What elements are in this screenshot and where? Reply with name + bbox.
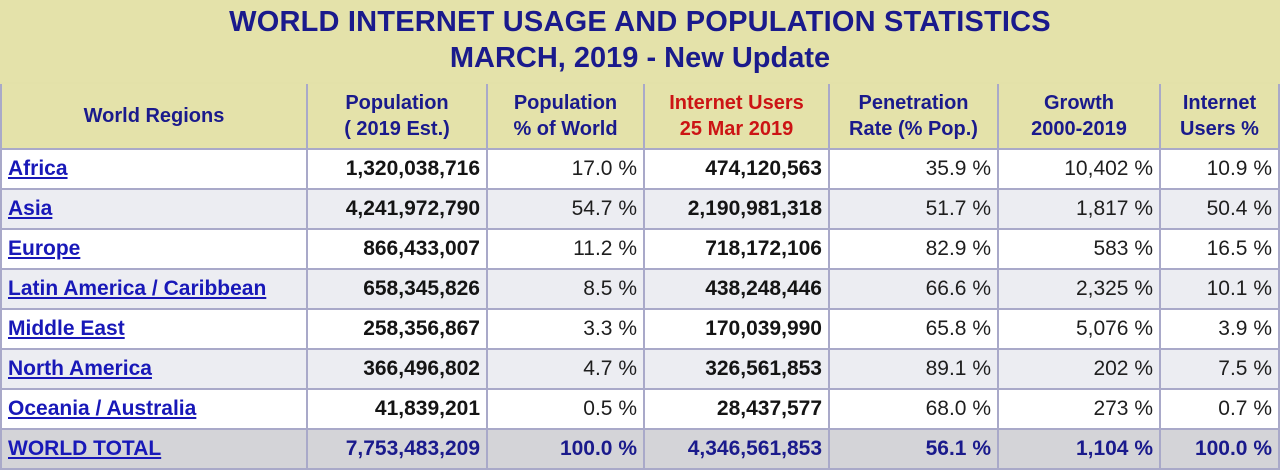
pct-world-cell: 11.2 % [488,230,645,270]
population-cell: 658,345,826 [308,270,488,310]
pct-world-cell: 8.5 % [488,270,645,310]
population-cell: 41,839,201 [308,390,488,430]
penetration-cell: 35.9 % [830,150,999,190]
internet-users-cell: 28,437,577 [645,390,830,430]
table-row: Latin America / Caribbean 658,345,826 8.… [0,270,1280,310]
region-link[interactable]: Oceania / Australia [8,397,197,420]
penetration-cell: 82.9 % [830,230,999,270]
growth-cell: 1,817 % [999,190,1161,230]
penetration-cell: 65.8 % [830,310,999,350]
table-row: Middle East 258,356,867 3.3 % 170,039,99… [0,310,1280,350]
population-cell: 1,320,038,716 [308,150,488,190]
growth-cell: 2,325 % [999,270,1161,310]
pct-world-cell: 100.0 % [488,430,645,470]
region-link[interactable]: Latin America / Caribbean [8,277,267,300]
growth-cell: 1,104 % [999,430,1161,470]
pct-world-cell: 0.5 % [488,390,645,430]
region-cell: Latin America / Caribbean [0,270,308,310]
col-header-penetration: Penetration Rate (% Pop.) [830,84,999,150]
table-body: Africa 1,320,038,716 17.0 % 474,120,563 … [0,150,1280,470]
share-cell: 7.5 % [1161,350,1280,390]
pct-world-cell: 3.3 % [488,310,645,350]
penetration-cell: 66.6 % [830,270,999,310]
penetration-cell: 68.0 % [830,390,999,430]
internet-users-cell: 4,346,561,853 [645,430,830,470]
pct-world-cell: 4.7 % [488,350,645,390]
region-cell: Asia [0,190,308,230]
internet-users-cell: 326,561,853 [645,350,830,390]
page-title: WORLD INTERNET USAGE AND POPULATION STAT… [0,0,1280,82]
population-cell: 4,241,972,790 [308,190,488,230]
share-cell: 100.0 % [1161,430,1280,470]
col-header-population: Population( 2019 Est.) [308,84,488,150]
share-cell: 3.9 % [1161,310,1280,350]
col-header-region: World Regions [0,84,308,150]
region-cell: North America [0,350,308,390]
growth-cell: 273 % [999,390,1161,430]
region-link[interactable]: Africa [8,157,68,180]
population-cell: 258,356,867 [308,310,488,350]
region-cell: Europe [0,230,308,270]
share-cell: 16.5 % [1161,230,1280,270]
internet-users-cell: 718,172,106 [645,230,830,270]
pct-world-cell: 54.7 % [488,190,645,230]
region-link[interactable]: WORLD TOTAL [8,437,162,460]
population-cell: 866,433,007 [308,230,488,270]
col-header-pct-world: Population% of World [488,84,645,150]
internet-users-cell: 474,120,563 [645,150,830,190]
table-row: Oceania / Australia 41,839,201 0.5 % 28,… [0,390,1280,430]
region-link[interactable]: North America [8,357,152,380]
population-cell: 7,753,483,209 [308,430,488,470]
population-cell: 366,496,802 [308,350,488,390]
table-row: Europe 866,433,007 11.2 % 718,172,106 82… [0,230,1280,270]
region-link[interactable]: Asia [8,197,53,220]
table-row: Africa 1,320,038,716 17.0 % 474,120,563 … [0,150,1280,190]
region-cell: Oceania / Australia [0,390,308,430]
pct-world-cell: 17.0 % [488,150,645,190]
region-link[interactable]: Europe [8,237,81,260]
title-line-1: WORLD INTERNET USAGE AND POPULATION STAT… [229,6,1051,38]
internet-users-cell: 170,039,990 [645,310,830,350]
growth-cell: 5,076 % [999,310,1161,350]
col-header-share: Internet Users % [1161,84,1280,150]
title-line-2: MARCH, 2019 - New Update [449,42,831,74]
internet-users-cell: 438,248,446 [645,270,830,310]
region-cell: Middle East [0,310,308,350]
share-cell: 10.9 % [1161,150,1280,190]
region-cell: Africa [0,150,308,190]
region-link[interactable]: Middle East [8,317,125,340]
share-cell: 50.4 % [1161,190,1280,230]
total-row: WORLD TOTAL 7,753,483,209 100.0 % 4,346,… [0,430,1280,470]
growth-cell: 583 % [999,230,1161,270]
share-cell: 0.7 % [1161,390,1280,430]
col-header-internet-users: Internet Users 25 Mar 2019 [645,84,830,150]
penetration-cell: 89.1 % [830,350,999,390]
table-row: Asia 4,241,972,790 54.7 % 2,190,981,318 … [0,190,1280,230]
col-header-growth: Growth 2000-2019 [999,84,1161,150]
penetration-cell: 51.7 % [830,190,999,230]
growth-cell: 10,402 % [999,150,1161,190]
share-cell: 10.1 % [1161,270,1280,310]
region-cell: WORLD TOTAL [0,430,308,470]
growth-cell: 202 % [999,350,1161,390]
internet-users-cell: 2,190,981,318 [645,190,830,230]
table-row: North America 366,496,802 4.7 % 326,561,… [0,350,1280,390]
penetration-cell: 56.1 % [830,430,999,470]
header-row: World Regions Population( 2019 Est.) Pop… [0,84,1280,150]
stats-table: World Regions Population( 2019 Est.) Pop… [0,84,1280,470]
